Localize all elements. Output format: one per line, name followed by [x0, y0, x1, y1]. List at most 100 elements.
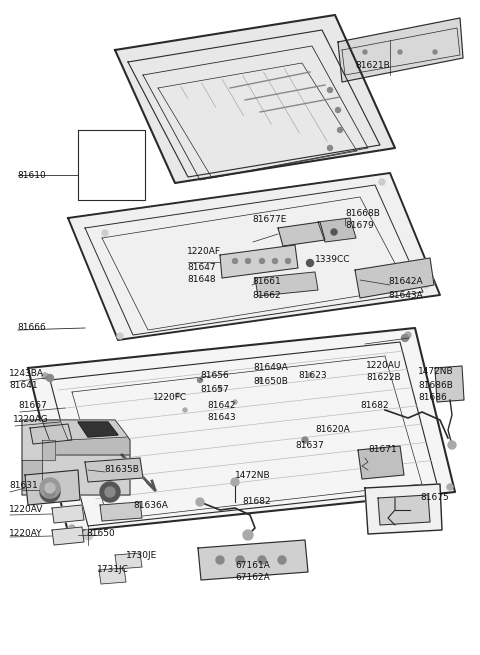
Text: 81668B: 81668B — [345, 208, 380, 217]
Circle shape — [100, 482, 120, 502]
Text: 81621B: 81621B — [355, 60, 390, 69]
Circle shape — [448, 441, 456, 449]
Circle shape — [260, 259, 264, 263]
Circle shape — [231, 478, 239, 486]
Circle shape — [218, 386, 222, 390]
Text: 81635B: 81635B — [104, 466, 139, 474]
Polygon shape — [220, 245, 298, 278]
Text: 1220AG: 1220AG — [13, 415, 49, 424]
Circle shape — [102, 230, 108, 236]
Text: 1220FC: 1220FC — [153, 394, 187, 403]
Text: 1730JE: 1730JE — [126, 550, 157, 559]
Polygon shape — [435, 366, 464, 402]
Circle shape — [447, 484, 453, 490]
Circle shape — [233, 400, 237, 404]
Circle shape — [308, 373, 312, 377]
Circle shape — [336, 107, 340, 113]
Circle shape — [42, 373, 48, 379]
Text: 1731JC: 1731JC — [97, 565, 129, 574]
Circle shape — [216, 556, 224, 564]
Circle shape — [45, 483, 55, 493]
Polygon shape — [42, 440, 55, 460]
Text: 67161A: 67161A — [235, 561, 270, 569]
Polygon shape — [78, 130, 145, 200]
Circle shape — [273, 259, 277, 263]
Polygon shape — [355, 258, 434, 298]
Circle shape — [232, 259, 238, 263]
Polygon shape — [22, 460, 42, 490]
Polygon shape — [378, 495, 430, 525]
Text: 1220AU: 1220AU — [366, 360, 401, 369]
Circle shape — [107, 570, 117, 580]
Circle shape — [327, 145, 333, 151]
Circle shape — [197, 377, 203, 383]
Polygon shape — [22, 420, 130, 495]
Circle shape — [183, 408, 187, 412]
Text: 81650B: 81650B — [253, 377, 288, 386]
Text: 81642: 81642 — [207, 400, 236, 409]
Text: 81620A: 81620A — [315, 426, 350, 434]
Text: 1339CC: 1339CC — [315, 255, 350, 265]
Polygon shape — [358, 446, 404, 479]
Circle shape — [286, 259, 290, 263]
Circle shape — [401, 335, 408, 341]
Text: 81637: 81637 — [295, 441, 324, 449]
Circle shape — [307, 259, 313, 267]
Circle shape — [302, 437, 308, 443]
Circle shape — [47, 375, 53, 381]
Circle shape — [405, 332, 411, 338]
Polygon shape — [85, 458, 143, 482]
Circle shape — [337, 128, 343, 132]
Circle shape — [245, 259, 251, 263]
Circle shape — [327, 88, 333, 92]
Circle shape — [236, 556, 244, 564]
Text: 81650: 81650 — [86, 529, 115, 538]
Polygon shape — [28, 328, 455, 532]
Circle shape — [278, 556, 286, 564]
Circle shape — [123, 555, 133, 565]
Circle shape — [83, 530, 93, 540]
Polygon shape — [78, 422, 118, 437]
Text: 81631: 81631 — [9, 481, 38, 491]
Text: 81622B: 81622B — [366, 373, 401, 383]
Text: 1220AY: 1220AY — [9, 529, 43, 538]
Polygon shape — [278, 222, 325, 246]
Circle shape — [379, 179, 385, 185]
Circle shape — [117, 333, 123, 339]
Text: 81648: 81648 — [187, 276, 216, 284]
Text: 81682: 81682 — [360, 402, 389, 411]
Circle shape — [398, 50, 402, 54]
Text: 81677E: 81677E — [252, 215, 287, 225]
Text: 81682: 81682 — [242, 496, 271, 506]
Text: 81643A: 81643A — [388, 291, 423, 299]
Circle shape — [196, 498, 204, 506]
Text: 81641: 81641 — [9, 381, 37, 390]
Text: 81679: 81679 — [345, 221, 374, 231]
Polygon shape — [60, 420, 128, 440]
Text: 81686B: 81686B — [418, 381, 453, 390]
Text: 81657: 81657 — [200, 384, 229, 394]
Circle shape — [331, 229, 337, 235]
Circle shape — [243, 530, 253, 540]
Circle shape — [423, 282, 429, 288]
Text: 81686: 81686 — [418, 394, 447, 403]
Polygon shape — [52, 527, 84, 545]
Circle shape — [258, 378, 262, 382]
Text: 1220AF: 1220AF — [187, 248, 221, 257]
Text: 81636A: 81636A — [133, 502, 168, 510]
Text: 1472NB: 1472NB — [235, 470, 271, 479]
Polygon shape — [318, 218, 356, 242]
Text: 81656: 81656 — [200, 371, 229, 381]
Polygon shape — [338, 18, 463, 82]
Text: 81661: 81661 — [252, 278, 281, 286]
Text: 81675: 81675 — [420, 493, 449, 502]
Text: 81649A: 81649A — [253, 364, 288, 373]
Polygon shape — [255, 272, 318, 296]
Polygon shape — [198, 540, 308, 580]
Polygon shape — [42, 420, 130, 455]
Circle shape — [258, 556, 266, 564]
Polygon shape — [365, 484, 442, 534]
Polygon shape — [99, 568, 126, 584]
Polygon shape — [68, 173, 440, 340]
Circle shape — [105, 487, 115, 497]
